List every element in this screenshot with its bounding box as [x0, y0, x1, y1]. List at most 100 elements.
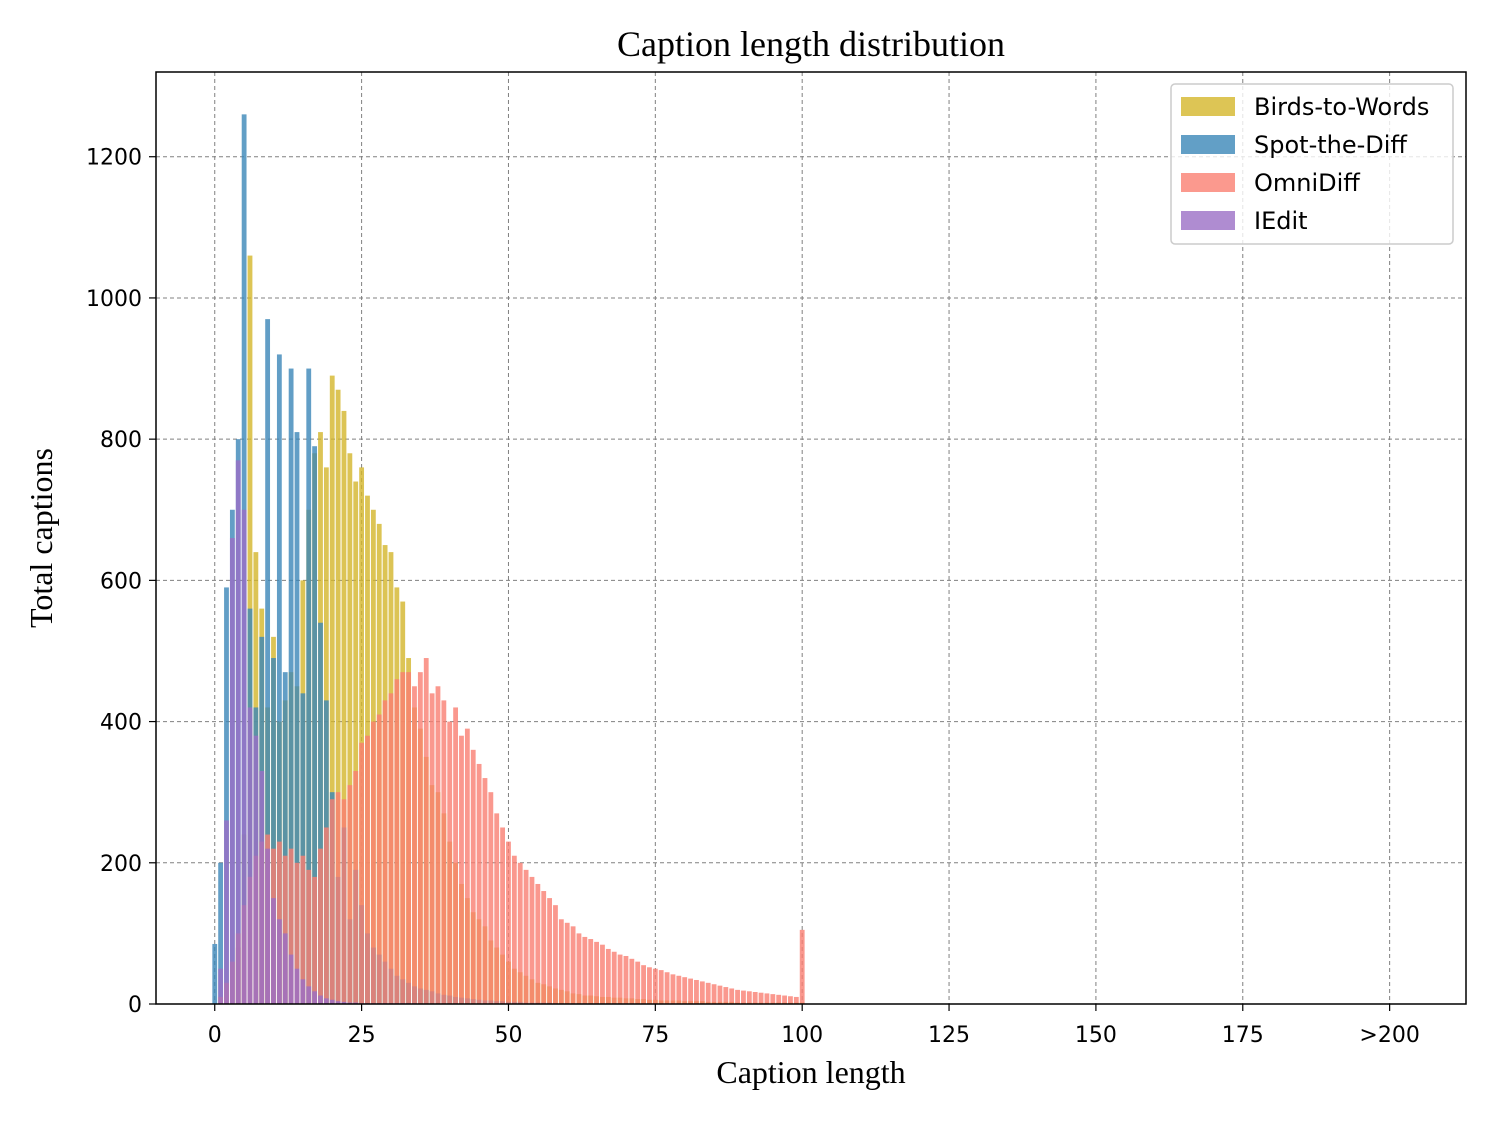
bar-iedit-17: [312, 991, 318, 1004]
bar-omnidiff-63: [582, 936, 588, 1004]
bar-spot-the-diff-1: [218, 862, 224, 1004]
y-tick-label: 400: [100, 711, 142, 736]
bar-omnidiff-90: [741, 990, 746, 1004]
bar-iedit-14: [294, 968, 300, 1004]
bar-omnidiff-40: [447, 721, 453, 1004]
bar-omnidiff-80: [682, 977, 688, 1004]
bar-omnidiff-74: [647, 967, 652, 1004]
bar-omnidiff-36: [423, 658, 429, 1004]
series-iedit: [218, 460, 417, 1005]
bar-omnidiff-53: [523, 869, 529, 1004]
bar-omnidiff-26: [365, 735, 370, 1004]
x-axis-label: Caption length: [716, 1054, 905, 1090]
bar-omnidiff-87: [723, 987, 729, 1004]
bar-omnidiff-42: [459, 735, 464, 1004]
bar-spot-the-diff-17: [312, 446, 318, 1005]
bar-omnidiff-23: [347, 785, 353, 1004]
bar-omnidiff-25: [359, 742, 365, 1004]
bar-spot-the-diff-9: [265, 319, 271, 1004]
bar-spot-the-diff-13: [288, 368, 294, 1004]
bar-omnidiff-54: [529, 876, 535, 1004]
x-tick-label: 175: [1222, 1023, 1264, 1048]
bar-omnidiff-84: [705, 982, 711, 1004]
bar-omnidiff-12: [282, 855, 288, 1004]
bar-omnidiff-86: [717, 985, 723, 1004]
bar-omnidiff-70: [623, 955, 629, 1004]
bar-omnidiff-57: [547, 898, 552, 1004]
bar-omnidiff-18: [318, 848, 323, 1004]
bar-iedit-3: [229, 538, 235, 1004]
bar-omnidiff-75: [652, 968, 658, 1004]
bar-iedit-4: [235, 460, 241, 1005]
bar-spot-the-diff-15: [300, 693, 306, 1004]
bar-omnidiff-48: [494, 813, 500, 1004]
bar-omnidiff-15: [300, 855, 306, 1004]
bar-omnidiff-30: [388, 693, 394, 1004]
bar-iedit-21: [335, 1001, 341, 1004]
y-tick-label: 200: [100, 852, 142, 877]
x-tick-label: 150: [1075, 1023, 1117, 1048]
bar-omnidiff-31: [394, 679, 400, 1004]
bar-omnidiff-68: [611, 951, 617, 1004]
bar-omnidiff-91: [746, 991, 752, 1004]
bar-birds-to-words-25: [359, 467, 365, 1004]
bar-spot-the-diff-16: [306, 368, 312, 1004]
bar-omnidiff-44: [470, 749, 476, 1004]
bar-iedit-13: [288, 954, 294, 1004]
bar-omnidiff-49: [500, 827, 505, 1004]
legend-label: Birds-to-Words: [1254, 93, 1429, 121]
bar-omnidiff-71: [629, 958, 635, 1004]
bar-iedit-18: [318, 995, 323, 1004]
bar-omnidiff-92: [752, 992, 758, 1004]
bar-iedit-20: [329, 999, 335, 1004]
bar-omnidiff-45: [476, 763, 482, 1004]
bar-omnidiff-29: [382, 700, 388, 1004]
bar-omnidiff-82: [694, 979, 699, 1004]
bar-omnidiff-33: [406, 672, 412, 1004]
bar-omnidiff-35: [417, 672, 423, 1004]
bar-iedit-19: [323, 998, 329, 1004]
bar-omnidiff-79: [676, 975, 682, 1004]
bar-omnidiff-50: [506, 841, 511, 1004]
bar-spot-the-diff-12: [282, 672, 288, 1004]
bar-omnidiff-34: [412, 686, 417, 1004]
legend-label: IEdit: [1254, 207, 1308, 235]
legend-box: [1170, 83, 1454, 245]
bar-omnidiff-16: [306, 869, 312, 1004]
bar-spot-the-diff-18: [318, 622, 323, 1004]
bars-layer: [212, 114, 805, 1005]
legend: Birds-to-Words Spot-the-Diff OmniDiff IEdit: [1170, 83, 1454, 245]
bar-omnidiff-19: [323, 827, 329, 1004]
bar-omnidiff-64: [588, 939, 594, 1004]
bar-iedit-10: [271, 898, 276, 1004]
bar-omnidiff-56: [541, 891, 547, 1004]
bar-omnidiff-13: [288, 848, 294, 1004]
bar-birds-to-words-21: [335, 389, 341, 1005]
ticks-layer: 0 25 50 75 100 125 150 175 >200 0 200 400 600 800 1000…: [86, 146, 1420, 1048]
bar-omnidiff-85: [711, 984, 717, 1004]
bar-omnidiff-83: [699, 981, 705, 1004]
x-tick-label: 75: [641, 1023, 669, 1048]
bar-omnidiff-20: [329, 799, 335, 1004]
bar-iedit-11: [276, 919, 282, 1004]
bar-iedit-6: [247, 707, 253, 1004]
bar-omnidiff-51: [511, 855, 517, 1004]
bar-omnidiff-32: [400, 672, 406, 1004]
bar-omnidiff-73: [641, 965, 646, 1004]
bar-omnidiff-93: [758, 992, 764, 1004]
bar-iedit-16: [306, 986, 312, 1004]
bar-iedit-12: [282, 933, 288, 1004]
bar-omnidiff-58: [553, 905, 558, 1004]
bar-iedit-8: [259, 771, 265, 1004]
bar-omnidiff-96: [776, 994, 782, 1004]
bar-omnidiff-24: [353, 771, 359, 1004]
bar-omnidiff-88: [729, 988, 735, 1004]
bar-birds-to-words-23: [347, 453, 353, 1004]
x-tick-label: >200: [1359, 1023, 1419, 1048]
y-tick-label: 600: [100, 569, 142, 594]
series-omnidiff: [218, 658, 805, 1004]
legend-swatch-2: [1181, 173, 1235, 192]
bar-omnidiff-17: [312, 876, 318, 1004]
bar-iedit-5: [241, 509, 247, 1004]
